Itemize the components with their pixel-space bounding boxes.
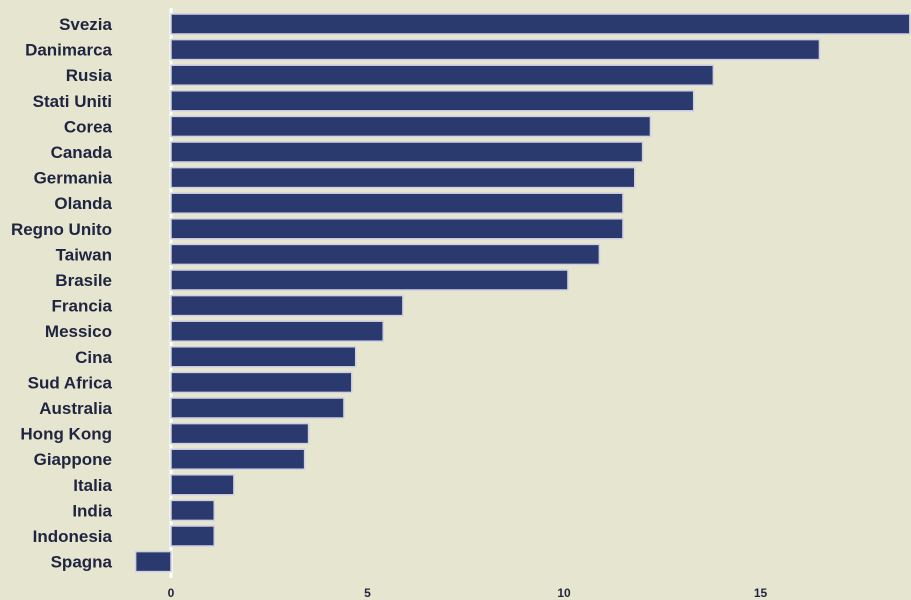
category-labels-layer: Svezia Danimarca Rusia Stati Uniti Corea Cana… [11,15,113,572]
bar-giappone [170,448,306,470]
category-label: Stati Uniti [33,92,112,111]
category-label: Danimarca [25,41,112,60]
category-label: Francia [52,297,113,316]
bar-olanda [170,192,624,214]
bar-canada [170,141,644,163]
bar-taiwan [170,243,601,266]
category-label: Indonesia [33,527,113,546]
category-label: Sud Africa [28,373,113,392]
category-label: Svezia [59,15,112,34]
bar-india [170,499,215,522]
bar-francia [170,294,404,317]
bar-italia [170,474,235,496]
bar-sud-africa [170,371,353,394]
x-axis-ticks-layer: 0 5 10 15 [168,586,768,600]
category-label: India [72,501,112,520]
category-label: Messico [45,322,112,341]
bar-germania [170,166,636,189]
x-tick-label: 5 [364,586,371,600]
category-label: Rusia [66,66,113,85]
bar-brasile [170,269,569,291]
category-label: Australia [39,399,112,418]
category-label: Cina [75,348,112,367]
category-label: Spagna [51,553,113,572]
category-label: Olanda [54,194,112,213]
bars-layer [134,8,911,578]
bar-australia [170,397,345,419]
bar-danimarca [170,38,821,61]
category-label: Canada [51,143,113,162]
category-label: Hong Kong [20,425,112,444]
bar-regno-unito [170,218,624,240]
x-tick-label: 0 [168,586,175,600]
category-label: Regno Unito [11,220,112,239]
bar-stati-uniti [170,90,695,112]
bar-indonesia [170,525,215,547]
bar-cina [170,346,357,368]
bar-messico [170,320,384,342]
bar-hong-kong [170,422,310,445]
category-label: Germania [34,169,113,188]
bar-rusia [170,64,715,86]
x-tick-label: 15 [754,586,768,600]
x-tick-label: 10 [557,586,571,600]
bar-spagna [134,550,172,573]
category-label: Italia [73,476,112,495]
category-label: Corea [64,117,113,136]
category-label: Taiwan [56,245,112,264]
category-label: Giappone [34,450,112,469]
bar-svezia [170,13,911,35]
bar-corea [170,115,652,138]
category-label: Brasile [55,271,112,290]
